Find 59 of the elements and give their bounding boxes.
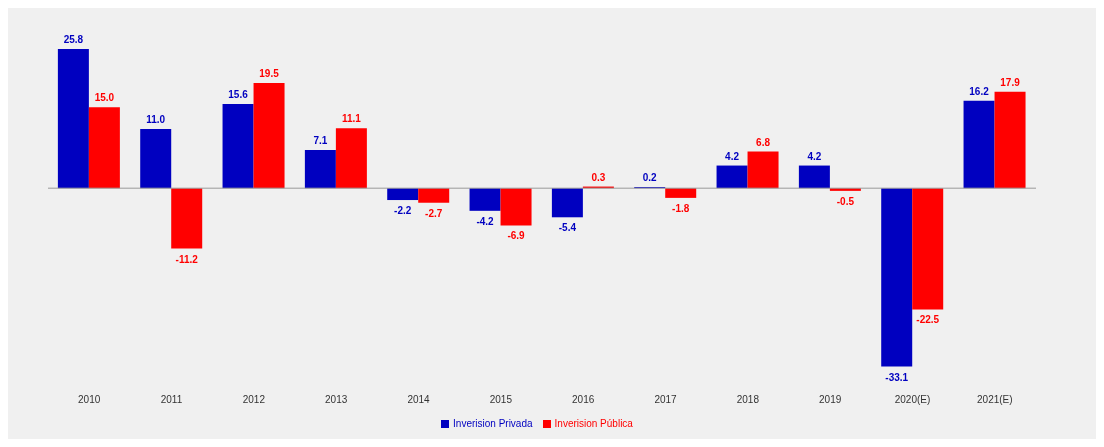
bar xyxy=(798,165,830,189)
data-label: 4.2 xyxy=(807,150,822,162)
data-label: -4.2 xyxy=(476,215,495,227)
bar xyxy=(171,188,203,249)
x-tick-label: 2020(E) xyxy=(894,394,931,406)
data-label: -2.7 xyxy=(425,207,443,219)
data-label: -6.9 xyxy=(507,230,526,242)
data-label: 25.8 xyxy=(63,34,84,46)
data-label: 0.3 xyxy=(591,171,606,183)
bar xyxy=(963,100,995,189)
bar xyxy=(222,104,254,189)
data-label: 6.8 xyxy=(756,136,771,148)
bar xyxy=(665,188,697,198)
bar xyxy=(551,188,583,218)
x-tick-label: 2014 xyxy=(407,394,431,406)
data-label: -33.1 xyxy=(885,371,909,383)
legend-label: Inverision Pública xyxy=(554,418,633,429)
data-label: -2.2 xyxy=(394,205,412,217)
x-tick-label: 2015 xyxy=(489,394,513,406)
data-label: 16.2 xyxy=(969,85,990,97)
data-label: 15.6 xyxy=(228,89,249,101)
x-tick-label: 2012 xyxy=(242,394,266,406)
data-label: -22.5 xyxy=(916,314,940,326)
x-tick-label: 2019 xyxy=(819,394,842,406)
bar xyxy=(253,83,285,189)
data-label: -0.5 xyxy=(836,195,855,207)
data-label: 0.2 xyxy=(642,172,658,184)
bar xyxy=(747,151,779,189)
data-label: 7.1 xyxy=(313,134,328,146)
x-tick-label: 2016 xyxy=(572,394,595,406)
x-tick-label: 2010 xyxy=(78,394,101,406)
data-label: 11.1 xyxy=(341,113,362,125)
bar xyxy=(500,188,532,226)
bar xyxy=(387,188,419,201)
x-tick-label: 2017 xyxy=(654,394,678,406)
bar xyxy=(716,165,748,189)
data-label: -1.8 xyxy=(672,202,690,214)
x-tick-label: 2013 xyxy=(325,394,348,406)
bar xyxy=(140,128,172,189)
data-label: 11.0 xyxy=(146,113,166,125)
bar xyxy=(57,49,89,189)
x-tick-label: 2011 xyxy=(160,394,183,406)
bar xyxy=(335,128,367,189)
x-tick-label: 2018 xyxy=(736,394,760,406)
bar xyxy=(304,149,336,189)
bar xyxy=(418,188,450,203)
bar xyxy=(469,188,501,211)
data-label: 17.9 xyxy=(1000,76,1021,88)
bar xyxy=(994,91,1026,189)
legend-label: Inverision Privada xyxy=(453,418,533,429)
data-label: 19.5 xyxy=(259,68,280,80)
bar xyxy=(88,107,120,189)
bar xyxy=(881,188,913,367)
data-label: 4.2 xyxy=(725,150,740,162)
data-label: -11.2 xyxy=(175,253,199,265)
bar xyxy=(912,188,944,310)
data-label: 15.0 xyxy=(94,92,115,104)
data-label: -5.4 xyxy=(558,222,577,234)
x-tick-label: 2021(E) xyxy=(977,394,1013,406)
